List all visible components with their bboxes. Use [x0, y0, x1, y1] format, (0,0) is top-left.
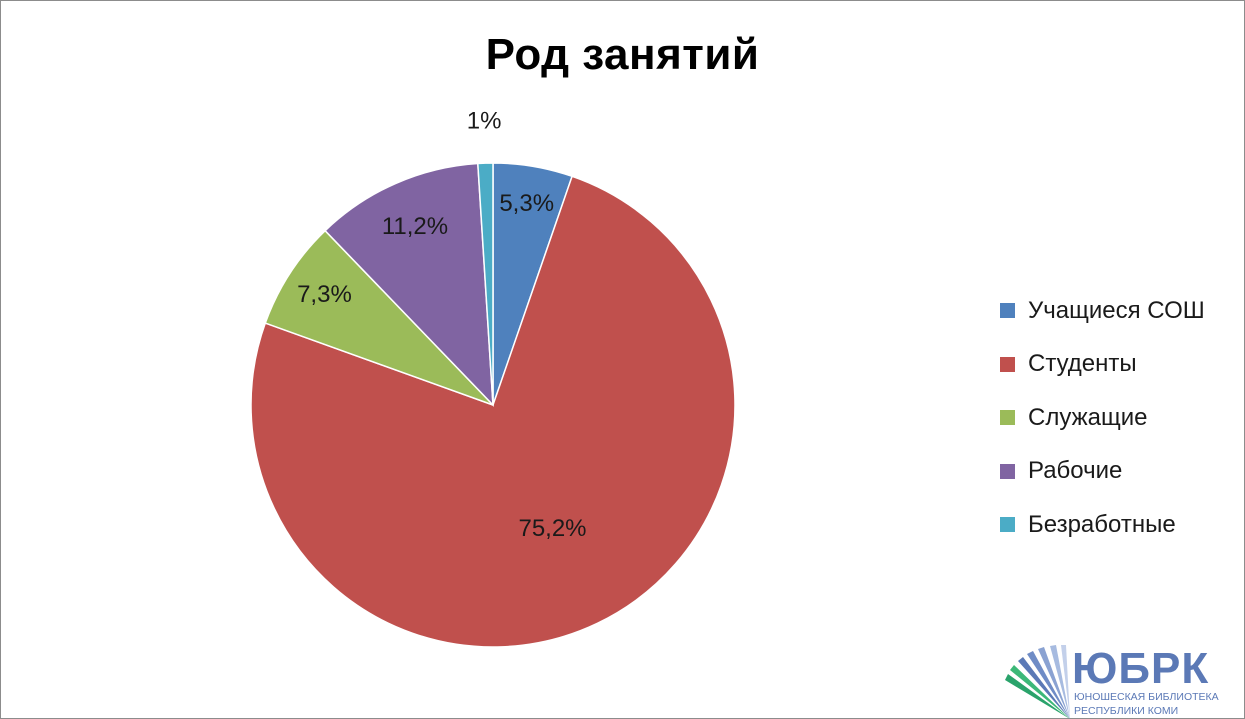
legend-item-sluzhashchie: Служащие — [1000, 391, 1205, 445]
logo-subtitle-line1: ЮНОШЕСКАЯ БИБЛИОТЕКА — [1074, 691, 1219, 703]
pie-slice — [477, 162, 494, 406]
pie-slice — [324, 162, 494, 407]
pie-slice-label: 7,3% — [297, 281, 352, 308]
pie-slice-label: 5,3% — [499, 190, 554, 217]
legend-label: Безработные — [1028, 510, 1176, 538]
pie-slice — [250, 175, 736, 648]
legend-item-bezrabotnye: Безработные — [1000, 498, 1205, 552]
legend-swatch — [1000, 517, 1015, 533]
legend-item-studenty: Студенты — [1000, 338, 1205, 392]
legend-label: Рабочие — [1028, 457, 1123, 485]
pie-slice-label: 1% — [467, 107, 502, 134]
legend-swatch — [1000, 410, 1015, 426]
logo-title: ЮБРК — [1072, 644, 1210, 693]
logo-subtitle-line2: РЕСПУБЛИКИ КОМИ — [1074, 705, 1179, 717]
pie-slice-label: 11,2% — [382, 213, 448, 240]
legend-item-rabochie: Рабочие — [1000, 445, 1205, 499]
logo-fan-icon — [1005, 645, 1070, 719]
legend-label: Служащие — [1028, 403, 1148, 431]
library-logo: ЮБРК ЮНОШЕСКАЯ БИБЛИОТЕКА РЕСПУБЛИКИ КОМ… — [1000, 640, 1245, 719]
legend-swatch — [1000, 463, 1015, 479]
legend-swatch — [1000, 356, 1015, 372]
chart-legend: Учащиеся СОШ Студенты Служащие Рабочие Б… — [1000, 284, 1205, 552]
legend-label: Учащиеся СОШ — [1028, 296, 1205, 324]
pie-slice — [264, 229, 494, 406]
chart-title: Род занятий — [485, 30, 760, 79]
legend-label: Студенты — [1028, 350, 1137, 378]
pie-slice-label: 75,2% — [518, 515, 586, 542]
legend-item-uchashchiesya: Учащиеся СОШ — [1000, 284, 1205, 338]
legend-swatch — [1000, 303, 1015, 319]
logo-subtitle: ЮНОШЕСКАЯ БИБЛИОТЕКА РЕСПУБЛИКИ КОМИ — [1074, 690, 1244, 718]
